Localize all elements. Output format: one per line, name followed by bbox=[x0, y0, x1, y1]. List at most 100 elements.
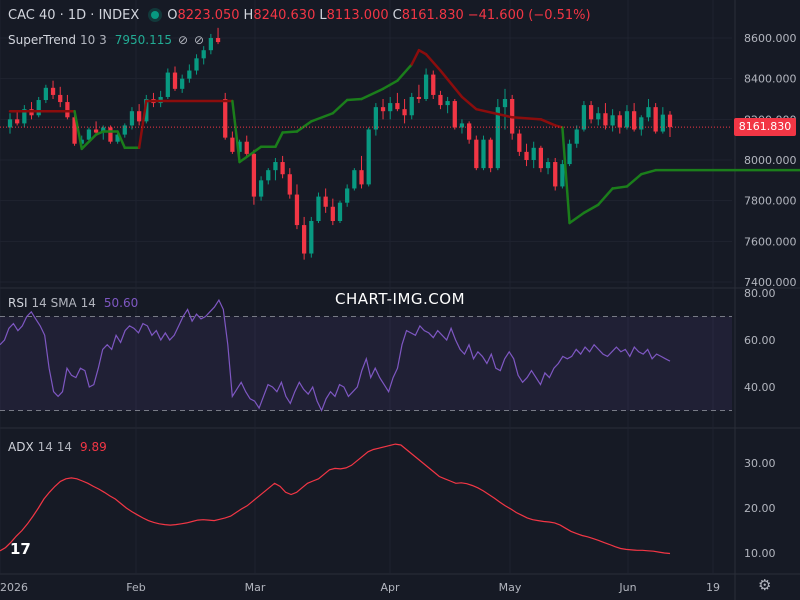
candle-body bbox=[632, 111, 637, 130]
candle-body bbox=[459, 123, 465, 128]
candle-body bbox=[388, 103, 393, 112]
supertrend-segment bbox=[281, 130, 299, 134]
candle-body bbox=[122, 125, 127, 135]
watermark: CHART-IMG.COM bbox=[334, 290, 466, 308]
candle-body bbox=[524, 151, 529, 160]
candle-body bbox=[588, 105, 594, 120]
supertrend-segment bbox=[424, 53, 442, 72]
candle-body bbox=[667, 114, 673, 128]
candle-body bbox=[223, 99, 228, 138]
candlestick-series bbox=[7, 27, 673, 260]
supertrend-segment bbox=[597, 187, 614, 206]
rsi-value: 50.60 bbox=[103, 296, 139, 310]
candle-body bbox=[488, 139, 493, 169]
supertrend-segment bbox=[137, 99, 148, 150]
adx-legend[interactable]: ADX 14 14 9.89 bbox=[8, 440, 107, 454]
candle-body bbox=[7, 119, 13, 128]
candle-body bbox=[22, 109, 27, 124]
candle-body bbox=[345, 188, 350, 203]
tradingview-logo-icon[interactable]: 17 bbox=[10, 540, 31, 558]
candle-body bbox=[172, 72, 178, 89]
supertrend-segment bbox=[410, 48, 421, 66]
candle-body bbox=[545, 162, 551, 169]
candle-body bbox=[581, 105, 587, 130]
hide-icon[interactable]: ⊘ bbox=[177, 33, 189, 47]
supertrend-segment bbox=[295, 120, 313, 133]
supertrend-legend[interactable]: SuperTrend 10 3 7950.115 ⊘ ⊘ bbox=[8, 33, 204, 47]
settings-icon[interactable]: ⚙ bbox=[758, 576, 772, 594]
candle-body bbox=[402, 109, 407, 116]
candle-body bbox=[251, 153, 257, 197]
candle-body bbox=[416, 96, 422, 99]
adx-line bbox=[0, 443, 671, 555]
supertrend-segment bbox=[310, 111, 335, 123]
supertrend-segment bbox=[625, 172, 643, 188]
supertrend-segment bbox=[331, 98, 349, 115]
supertrend-segment bbox=[80, 133, 98, 151]
candle-body bbox=[624, 111, 630, 128]
candle-body bbox=[603, 113, 608, 126]
supertrend-value: 7950.115 bbox=[114, 33, 172, 47]
y-tick-label: 8000.000 bbox=[744, 154, 797, 167]
candle-body bbox=[201, 50, 206, 59]
candle-body bbox=[538, 147, 543, 169]
candle-body bbox=[445, 101, 450, 106]
supertrend-segment bbox=[561, 126, 571, 225]
close-label: C bbox=[392, 8, 402, 23]
candle-body bbox=[639, 117, 644, 130]
candle-body bbox=[273, 162, 278, 171]
y-tick-label: 8400.000 bbox=[744, 73, 797, 86]
candle-body bbox=[65, 102, 70, 118]
candle-body bbox=[467, 123, 472, 140]
candle-body bbox=[653, 107, 658, 132]
candle-body bbox=[495, 107, 500, 169]
x-tick-label: Mar bbox=[245, 581, 266, 594]
candle-body bbox=[86, 129, 92, 140]
supertrend-segment bbox=[94, 130, 105, 136]
candle-body bbox=[230, 137, 235, 152]
candle-body bbox=[187, 70, 192, 79]
supertrend-segment bbox=[73, 109, 83, 151]
candle-body bbox=[165, 72, 170, 97]
symbol-header[interactable]: CAC 40 · 1D · INDEX O8223.050 H8240.630 L81… bbox=[8, 8, 595, 23]
candle-body bbox=[438, 94, 443, 106]
candle-body bbox=[115, 134, 120, 142]
rsi-legend[interactable]: RSI 14 SMA 14 50.60 bbox=[8, 296, 138, 310]
adx-params: 14 14 bbox=[37, 440, 73, 454]
y-tick-label: 7600.000 bbox=[744, 235, 797, 248]
supertrend-params: 10 3 bbox=[80, 33, 107, 47]
open-label: O bbox=[167, 8, 178, 23]
candle-body bbox=[15, 119, 20, 124]
adx-y-tick-label: 20.00 bbox=[744, 502, 776, 515]
price-change: −41.600 (−0.51%) bbox=[467, 8, 591, 23]
market-status-icon bbox=[151, 11, 160, 19]
candle-body bbox=[208, 38, 213, 51]
candle-body bbox=[72, 117, 77, 144]
supertrend-segment bbox=[510, 116, 543, 121]
supertrend-segment bbox=[611, 185, 629, 190]
hide-icon[interactable]: ⊘ bbox=[194, 33, 205, 47]
candle-body bbox=[431, 74, 436, 95]
rsi-y-tick-label: 60.00 bbox=[744, 334, 776, 347]
candle-body bbox=[359, 170, 364, 185]
candle-body bbox=[108, 127, 113, 142]
candle-body bbox=[531, 147, 536, 160]
candle-body bbox=[302, 225, 307, 254]
candle-body bbox=[258, 180, 264, 197]
supertrend-name: SuperTrend bbox=[8, 33, 76, 47]
candle-body bbox=[395, 103, 400, 110]
supertrend-segment bbox=[231, 99, 241, 164]
candle-body bbox=[244, 141, 249, 154]
rsi-band-fill bbox=[0, 316, 732, 411]
last-price-tag: 8161.830 bbox=[734, 118, 796, 136]
x-tick-label: 19 bbox=[706, 581, 720, 594]
candle-body bbox=[481, 139, 486, 169]
candle-body bbox=[646, 107, 651, 118]
supertrend-segment bbox=[274, 131, 284, 149]
rsi-y-tick-label: 40.00 bbox=[744, 381, 776, 394]
candle-body bbox=[330, 206, 335, 221]
symbol-title[interactable]: CAC 40 · 1D · INDEX bbox=[8, 8, 140, 23]
supertrend-segment bbox=[582, 203, 600, 215]
open-value: 8223.050 bbox=[177, 8, 240, 23]
